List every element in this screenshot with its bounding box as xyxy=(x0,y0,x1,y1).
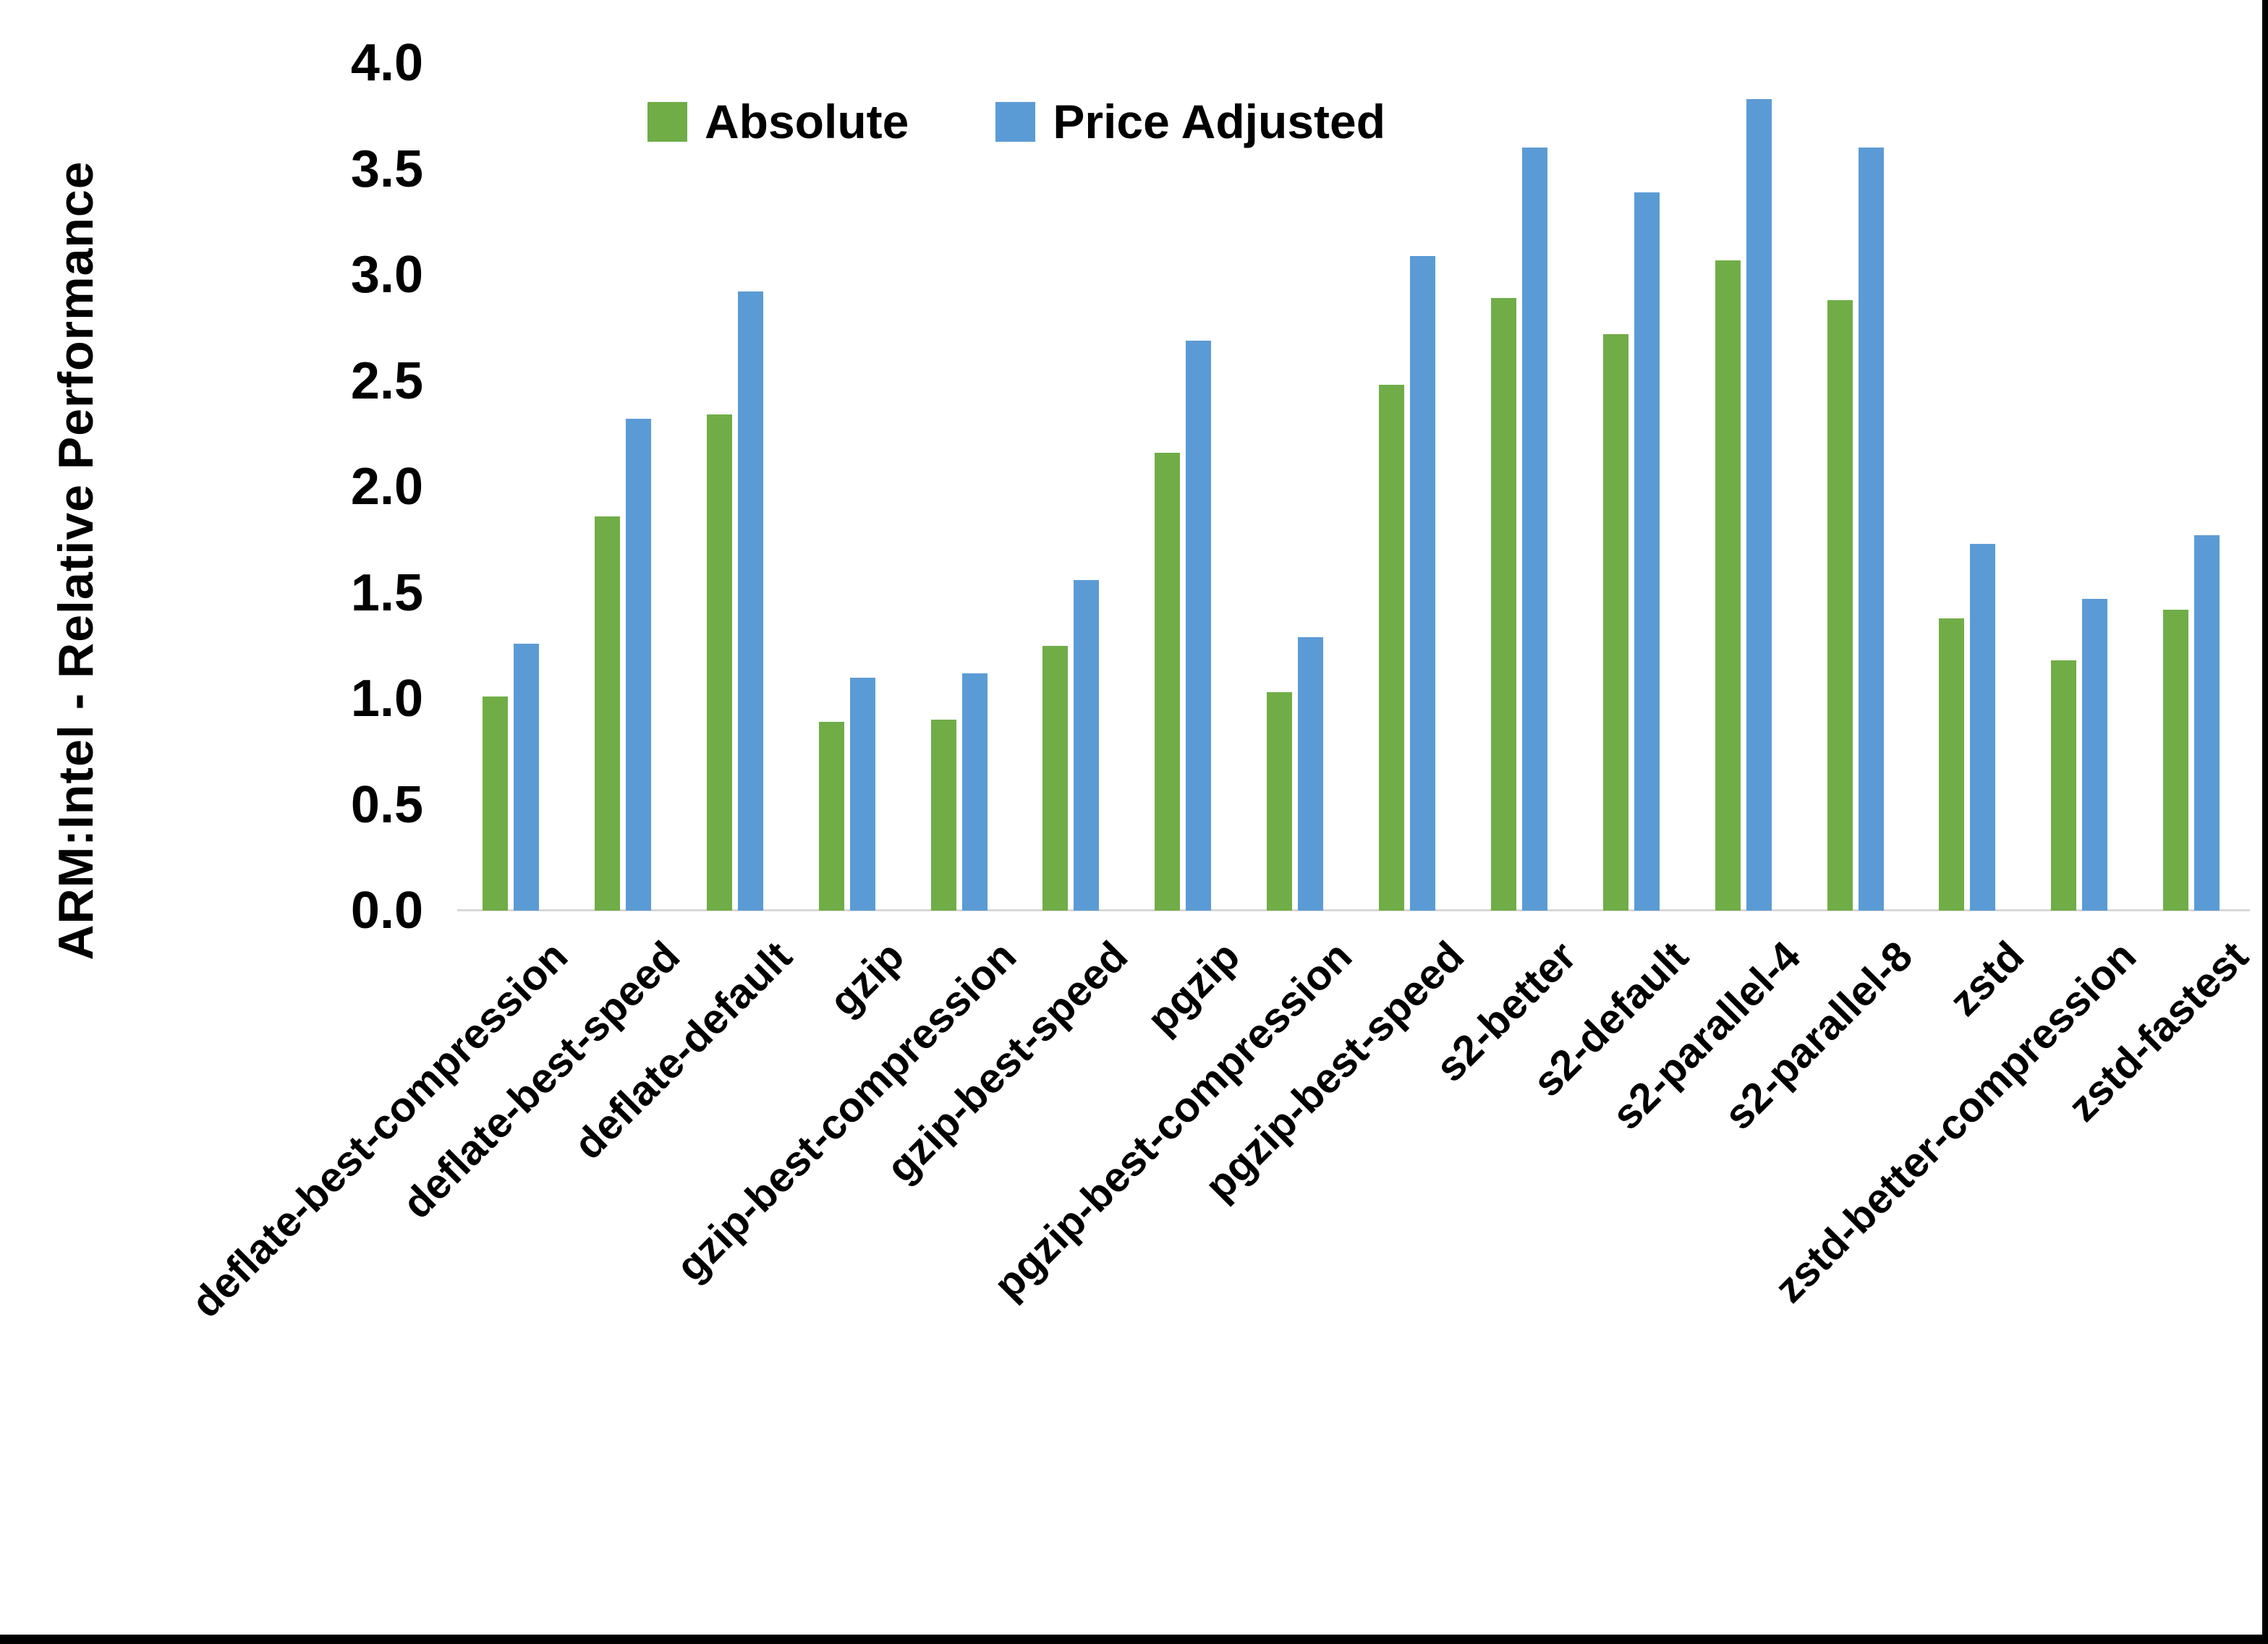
bar-absolute xyxy=(2163,609,2189,911)
y-tick-label: 1.5 xyxy=(350,563,423,622)
bar-price-adjusted xyxy=(1970,544,1996,911)
bar-price-adjusted xyxy=(1521,148,1547,911)
bar-absolute xyxy=(2051,660,2077,911)
bar-absolute xyxy=(1827,300,1853,911)
bar-absolute xyxy=(1490,298,1516,911)
y-tick-label: 3.5 xyxy=(350,140,423,198)
y-tick-label: 0.5 xyxy=(350,775,423,834)
bar-price-adjusted xyxy=(1858,148,1884,911)
bar-absolute xyxy=(1602,334,1628,911)
category-label: gzip xyxy=(820,932,913,1026)
legend: Absolute Price Adjusted xyxy=(647,94,1385,149)
legend-label-absolute: Absolute xyxy=(705,95,909,148)
y-axis-title: ARM:Intel - Relative Performance xyxy=(48,161,103,961)
y-tick-label: 1.0 xyxy=(350,670,423,728)
bar-price-adjusted xyxy=(1634,192,1660,911)
window-border-right xyxy=(2262,0,2268,1644)
x-axis-line xyxy=(457,909,2250,911)
y-tick-label: 2.0 xyxy=(350,458,423,516)
bar-absolute xyxy=(1042,645,1069,911)
legend-item-price-adjusted: Price Adjusted xyxy=(995,94,1385,149)
legend-swatch-price-adjusted xyxy=(995,101,1036,142)
legend-swatch-absolute xyxy=(647,101,687,142)
y-tick-label: 2.5 xyxy=(350,352,423,410)
bar-price-adjusted xyxy=(737,291,763,911)
y-tick-label: 4.0 xyxy=(350,34,423,92)
bar-price-adjusted xyxy=(1746,98,1772,911)
bar-price-adjusted xyxy=(1074,579,1100,911)
bar-price-adjusted xyxy=(1410,255,1435,911)
category-label: pgzip xyxy=(1138,932,1249,1044)
bar-absolute xyxy=(1155,453,1181,911)
bar-absolute xyxy=(1715,260,1741,911)
bar-absolute xyxy=(483,697,508,911)
window-border-bottom xyxy=(0,1635,2268,1644)
bar-absolute xyxy=(1379,385,1404,911)
bar-price-adjusted xyxy=(625,419,651,911)
y-tick-label: 0.0 xyxy=(350,882,423,940)
bar-absolute xyxy=(930,720,956,911)
bar-price-adjusted xyxy=(961,673,988,911)
bar-price-adjusted xyxy=(849,677,875,911)
bar-price-adjusted xyxy=(2194,535,2220,911)
category-label: zstd xyxy=(1940,932,2034,1026)
bar-absolute xyxy=(1939,618,1965,911)
bar-absolute xyxy=(818,722,844,911)
bar-absolute xyxy=(706,414,732,911)
bar-price-adjusted xyxy=(2082,599,2108,911)
bar-price-adjusted xyxy=(1298,637,1324,911)
y-tick-label: 3.0 xyxy=(350,246,423,304)
bar-price-adjusted xyxy=(514,643,539,911)
bar-absolute xyxy=(1267,692,1293,911)
legend-item-absolute: Absolute xyxy=(647,94,909,149)
legend-label-price-adjusted: Price Adjusted xyxy=(1053,95,1386,148)
bar-absolute xyxy=(594,516,620,911)
bar-price-adjusted xyxy=(1186,340,1212,911)
